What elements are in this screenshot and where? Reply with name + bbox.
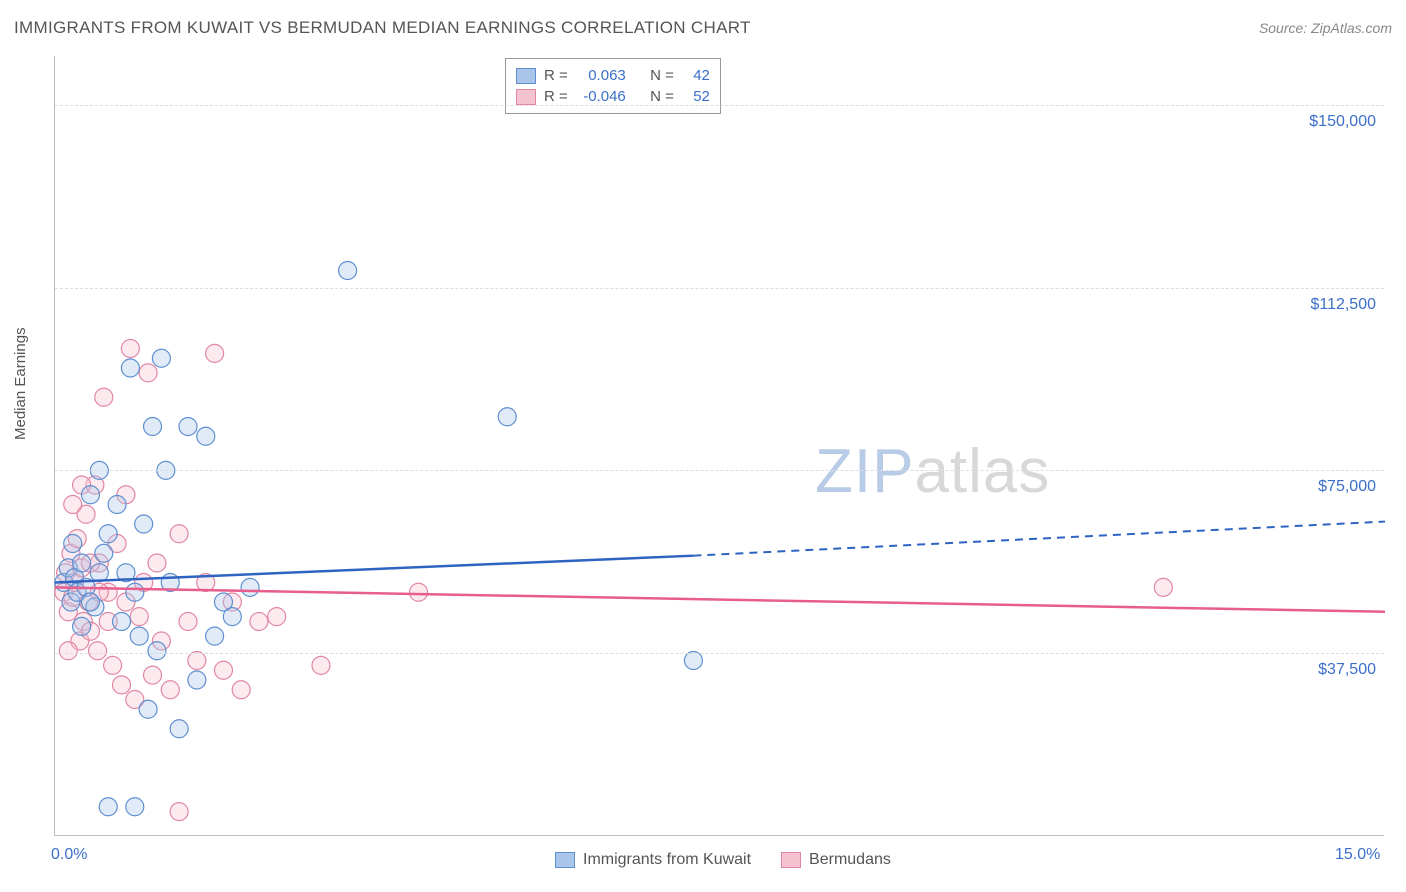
scatter-point (339, 262, 357, 280)
scatter-point (148, 642, 166, 660)
legend-item: Bermudans (781, 851, 891, 869)
stats-row: R = 0.063 N = 42 (516, 65, 710, 86)
title-bar: IMMIGRANTS FROM KUWAIT VS BERMUDAN MEDIA… (14, 18, 1392, 38)
scatter-point (64, 496, 82, 514)
n-label: N = (650, 67, 674, 84)
scatter-point (64, 535, 82, 553)
scatter-point (108, 496, 126, 514)
y-tick-label: $150,000 (1309, 113, 1376, 131)
legend-item: Immigrants from Kuwait (555, 851, 751, 869)
scatter-point (410, 583, 428, 601)
scatter-point (214, 661, 232, 679)
x-tick-label: 0.0% (51, 846, 87, 864)
r-label: R = (544, 67, 568, 84)
n-value: 52 (682, 88, 710, 105)
scatter-point (89, 642, 107, 660)
x-tick-label: 15.0% (1335, 846, 1380, 864)
gridline (55, 288, 1384, 289)
series-swatch (516, 68, 536, 84)
scatter-point (73, 617, 91, 635)
scatter-point (126, 798, 144, 816)
series-swatch (781, 852, 801, 868)
scatter-point (81, 486, 99, 504)
plot-svg (55, 56, 1384, 835)
scatter-point (139, 364, 157, 382)
legend-label: Immigrants from Kuwait (583, 851, 751, 869)
scatter-point (81, 593, 99, 611)
scatter-point (121, 359, 139, 377)
scatter-point (121, 340, 139, 358)
r-label: R = (544, 88, 568, 105)
scatter-point (197, 427, 215, 445)
scatter-point (130, 627, 148, 645)
scatter-point (232, 681, 250, 699)
series-swatch (516, 89, 536, 105)
n-label: N = (650, 88, 674, 105)
r-value: -0.046 (576, 88, 626, 105)
scatter-point (113, 676, 131, 694)
scatter-point (73, 554, 91, 572)
scatter-point (90, 564, 108, 582)
scatter-point (148, 554, 166, 572)
legend-label: Bermudans (809, 851, 891, 869)
scatter-point (144, 666, 162, 684)
y-tick-label: $112,500 (1310, 296, 1376, 314)
scatter-point (206, 627, 224, 645)
y-tick-label: $37,500 (1318, 661, 1376, 679)
scatter-point (179, 613, 197, 631)
scatter-point (95, 388, 113, 406)
scatter-point (1154, 578, 1172, 596)
scatter-point (144, 418, 162, 436)
scatter-point (206, 344, 224, 362)
scatter-point (223, 608, 241, 626)
gridline (55, 105, 1384, 106)
scatter-point (268, 608, 286, 626)
scatter-point (59, 642, 77, 660)
scatter-point (152, 349, 170, 367)
correlation-chart: IMMIGRANTS FROM KUWAIT VS BERMUDAN MEDIA… (0, 0, 1406, 892)
r-value: 0.063 (576, 67, 626, 84)
scatter-point (170, 720, 188, 738)
scatter-point (188, 652, 206, 670)
gridline (55, 653, 1384, 654)
y-tick-label: $75,000 (1318, 478, 1376, 496)
chart-title: IMMIGRANTS FROM KUWAIT VS BERMUDAN MEDIA… (14, 18, 751, 38)
scatter-point (684, 652, 702, 670)
scatter-point (241, 578, 259, 596)
scatter-point (498, 408, 516, 426)
scatter-point (104, 656, 122, 674)
scatter-point (188, 671, 206, 689)
gridline (55, 470, 1384, 471)
regression-line (55, 587, 1385, 611)
scatter-point (170, 525, 188, 543)
scatter-point (113, 613, 131, 631)
scatter-point (95, 544, 113, 562)
scatter-point (179, 418, 197, 436)
scatter-point (99, 798, 117, 816)
scatter-point (126, 583, 144, 601)
scatter-point (130, 608, 148, 626)
source-text: Source: ZipAtlas.com (1259, 20, 1392, 36)
series-swatch (555, 852, 575, 868)
scatter-point (135, 515, 153, 533)
scatter-point (250, 613, 268, 631)
y-axis-label: Median Earnings (12, 327, 29, 440)
plot-area: ZIPatlas R =0.063 N =42R =-0.046 N =52 I… (54, 56, 1384, 836)
n-value: 42 (682, 67, 710, 84)
scatter-point (99, 525, 117, 543)
scatter-point (139, 700, 157, 718)
scatter-point (161, 681, 179, 699)
scatter-point (312, 656, 330, 674)
series-legend: Immigrants from Kuwait Bermudans (555, 851, 891, 869)
scatter-point (170, 803, 188, 821)
regression-line-dashed (693, 522, 1385, 556)
